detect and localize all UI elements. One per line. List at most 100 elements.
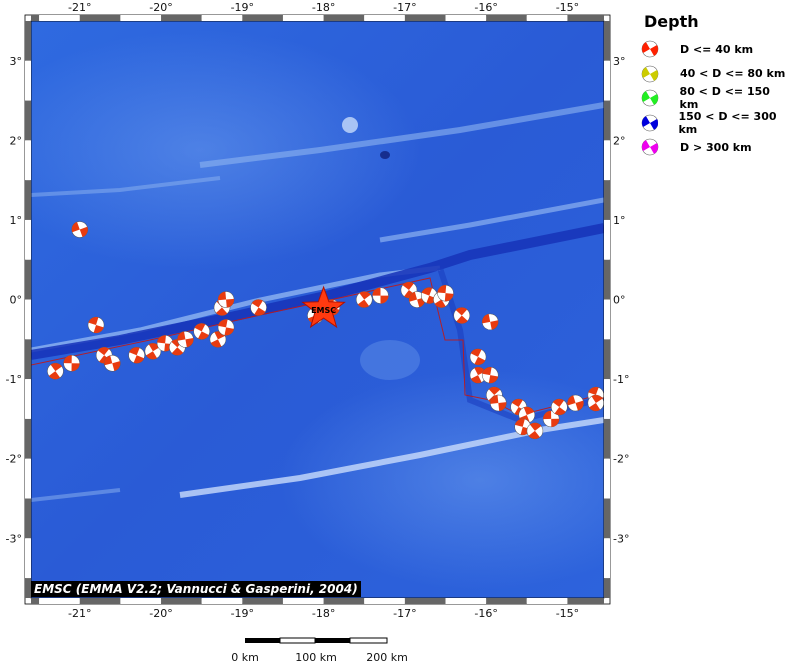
focal-mechanism (490, 394, 507, 412)
legend-item: D > 300 km (640, 135, 790, 160)
frame-segment (25, 21, 31, 61)
frame-segment (526, 598, 568, 604)
frame-segment (364, 15, 405, 21)
frame-segment (604, 60, 610, 101)
frame-segment (604, 259, 610, 300)
frame-segment (604, 100, 610, 141)
focal-mechanism (567, 394, 584, 412)
focal-mechanism (542, 410, 560, 428)
lat-tick-label: -2° (6, 453, 22, 466)
lat-tick-label: 1° (10, 214, 23, 227)
frame-segment (486, 15, 527, 21)
focal-mechanism (526, 422, 544, 440)
frame-segment (25, 498, 31, 539)
frame-segment (604, 299, 610, 340)
legend-title: Depth (644, 12, 699, 31)
frame-segment (604, 140, 610, 181)
focal-mechanism (217, 319, 235, 336)
legend-label: D > 300 km (680, 140, 752, 154)
lon-tick-label: -16° (474, 607, 497, 620)
bathymetry (31, 21, 604, 598)
legend-beachball (641, 114, 659, 131)
frame-segment (604, 180, 610, 220)
frame-segment (25, 538, 31, 579)
frame-segment (79, 15, 121, 21)
frame-segment (25, 60, 31, 101)
focal-mechanism (128, 347, 145, 364)
scale-label-0: 0 km (231, 651, 259, 662)
focal-mechanism (177, 331, 194, 348)
frame-segment (282, 598, 324, 604)
frame-segment (242, 15, 283, 21)
focal-mechanism (551, 398, 568, 416)
lat-tick-label: -3° (6, 532, 22, 545)
lon-tick-label: -20° (149, 1, 172, 14)
legend-beachball (641, 90, 659, 107)
frame-segment (25, 379, 31, 419)
legend-beachball (641, 139, 659, 156)
focal-mechanism (104, 354, 121, 372)
lon-tick-label: -18° (312, 1, 335, 14)
frame-segment (25, 100, 31, 141)
frame-segment (25, 219, 31, 260)
beachball-icon (641, 114, 659, 131)
legend-label: D <= 40 km (680, 42, 754, 56)
lat-tick-label: 3° (10, 55, 23, 68)
focal-mechanism (408, 291, 426, 308)
frame-segment (604, 418, 610, 459)
frame-segment (31, 15, 40, 21)
scale-label-100: 100 km (295, 651, 337, 662)
frame-segment (25, 578, 31, 598)
frame-segment (486, 598, 527, 604)
lat-tick-label: 2° (10, 134, 23, 147)
epicenter-marker: EMSC (301, 285, 346, 329)
focal-mechanism (481, 366, 499, 384)
scale-bar: 0 km 100 km 200 km (231, 637, 408, 662)
frame-segment (25, 418, 31, 459)
frame-segment (567, 598, 604, 604)
frame-segment (567, 15, 604, 21)
frame-segment (445, 15, 487, 21)
lat-tick-label: 2° (613, 134, 626, 147)
legend-beachball (641, 65, 659, 82)
frame-segment (323, 15, 365, 21)
focal-mechanism (453, 307, 471, 324)
epicenter-star-icon (301, 285, 346, 329)
frame-segment (39, 598, 80, 604)
map-credit: EMSC (EMMA V2.2; Vannucci & Gasperini, 2… (31, 581, 361, 597)
lat-tick-label: -2° (613, 453, 629, 466)
beachball-icon (641, 90, 659, 107)
lat-tick-label: -3° (613, 532, 629, 545)
legend-item: 40 < D <= 80 km (640, 62, 790, 87)
frame-segment (120, 598, 162, 604)
depth-legend: Depth D <= 40 km 40 < D <= 80 km 80 < D <=… (640, 8, 790, 160)
legend-item: 80 < D <= 150 km (640, 85, 790, 111)
legend-label: 150 < D <= 300 km (678, 109, 777, 136)
frame-segment (39, 15, 80, 21)
frame-segment (120, 15, 162, 21)
lon-tick-label: -21° (68, 607, 91, 620)
scale-label-200: 200 km (366, 651, 408, 662)
frame-segment (364, 598, 405, 604)
lon-tick-label: -16° (474, 1, 497, 14)
lat-tick-label: 1° (613, 214, 626, 227)
frame-segment (604, 379, 610, 419)
axis-ticks: -21° -21° -20° -20° -19° -19° -18° -18° -17° -17°… (6, 1, 630, 620)
frame-segment (604, 498, 610, 539)
frame-segment (526, 15, 568, 21)
frame-segment (445, 598, 487, 604)
focal-mechanism (587, 394, 604, 412)
focal-mechanism (437, 284, 454, 302)
focal-mechanism (481, 313, 499, 331)
frame-segment (25, 299, 31, 340)
frame-segment (25, 180, 31, 220)
legend-item: 150 < D <= 300 km (640, 109, 790, 136)
lon-tick-label: -20° (149, 607, 172, 620)
frame-segment (161, 15, 202, 21)
frame-segment (25, 339, 31, 380)
frame-segment (201, 598, 243, 604)
beachball-icon (641, 139, 659, 156)
frame-segment (604, 21, 610, 61)
focal-mechanism (193, 323, 210, 340)
